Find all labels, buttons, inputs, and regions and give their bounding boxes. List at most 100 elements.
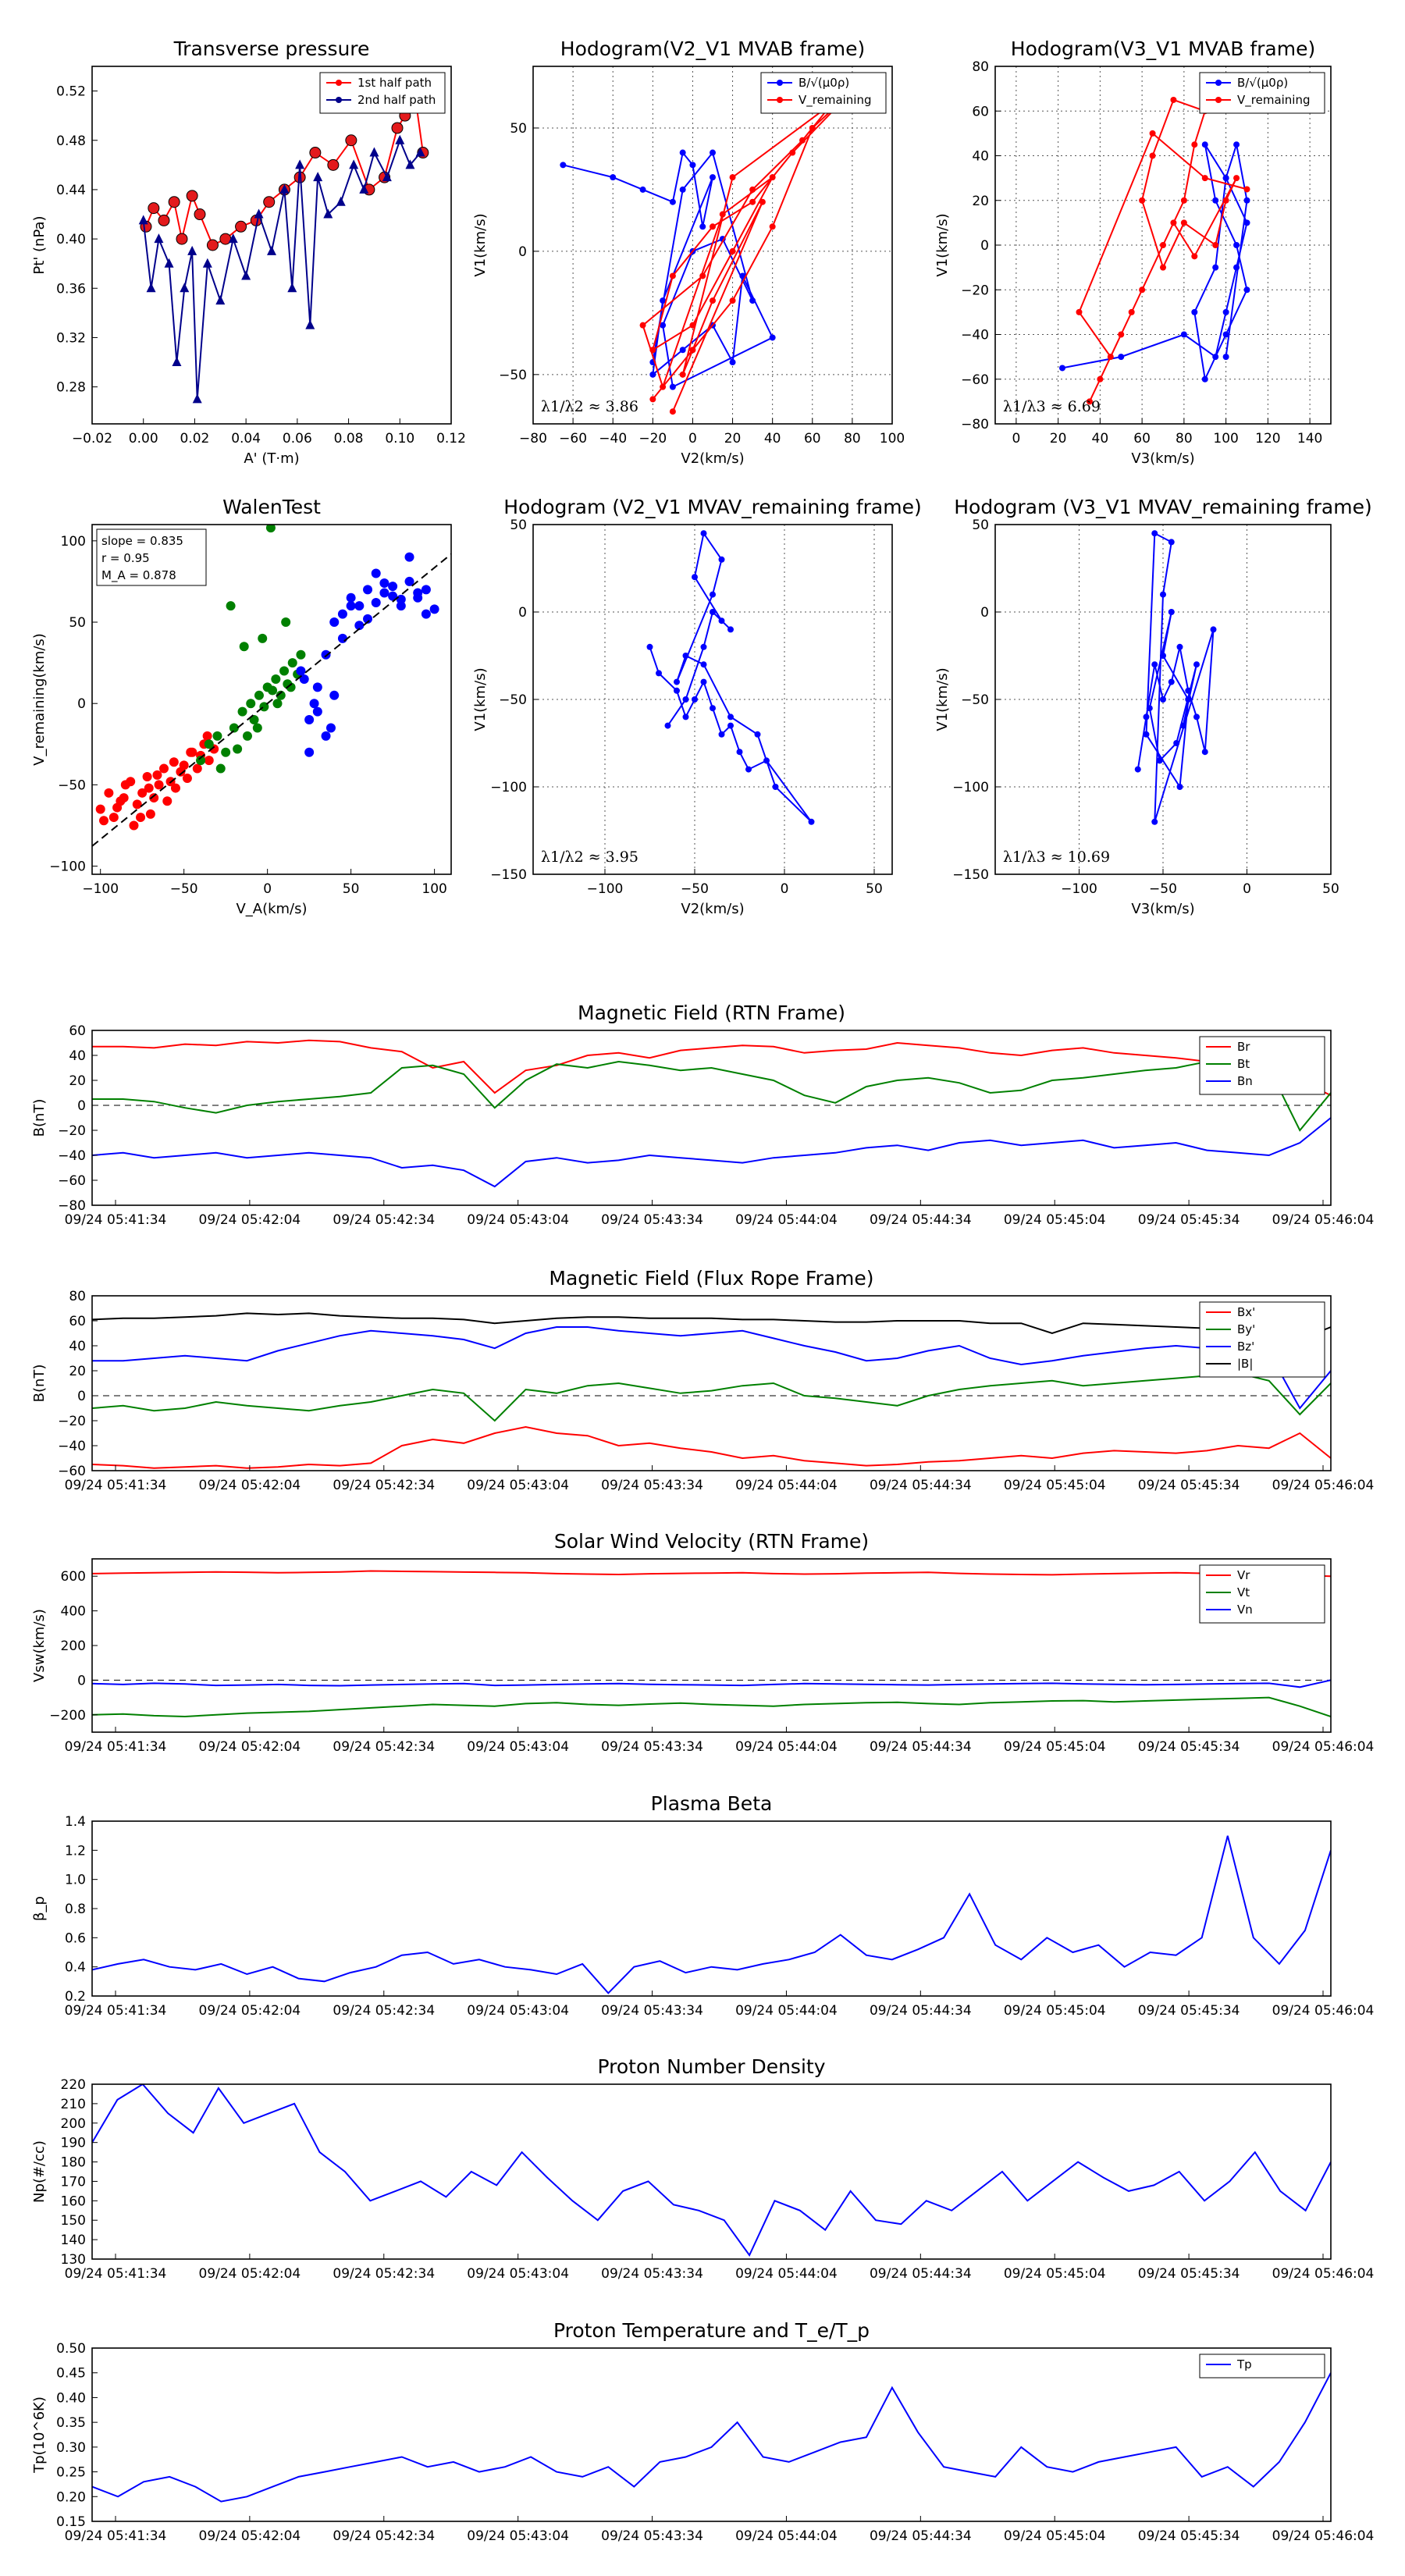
x-tick-label: 60 [1133, 431, 1151, 447]
x-tick-label: 09/24 05:42:34 [333, 1478, 435, 1493]
point [1118, 331, 1125, 338]
point-triangle [172, 357, 182, 367]
chart-title: Hodogram (V2_V1 MVAV_remaining frame) [503, 496, 922, 518]
point-red [170, 783, 180, 793]
point-blue [404, 552, 414, 562]
point [799, 137, 806, 144]
point [1233, 264, 1240, 271]
y-tick-label: 0.20 [56, 2489, 86, 2505]
point-blue [413, 588, 423, 598]
plot-area [1059, 96, 1250, 405]
y-axis-label: B(nT) [31, 1099, 48, 1137]
y-tick-label: 0.6 [65, 1930, 86, 1946]
x-tick-label: 0 [1243, 881, 1251, 897]
x-tick-label: 09/24 05:43:34 [601, 2003, 703, 2019]
plot-area [92, 2084, 1331, 2257]
series-Br [92, 1039, 1331, 1097]
point-green [204, 739, 214, 749]
point-blue [304, 715, 315, 725]
point-blue [296, 666, 306, 676]
x-tick-label: 09/24 05:43:04 [467, 2528, 569, 2544]
y-tick-label: 140 [61, 2233, 86, 2248]
legend-box [760, 72, 887, 114]
point-green [296, 649, 306, 660]
x-tick-label: −50 [170, 881, 198, 897]
x-tick-label: 09/24 05:42:34 [333, 2266, 435, 2282]
x-tick-label: −100 [82, 881, 119, 897]
y-tick-label: 20 [972, 194, 989, 209]
point [1076, 308, 1083, 315]
point-blue [388, 582, 398, 592]
point [206, 239, 219, 251]
y-tick-label: 0.48 [56, 133, 86, 149]
y-tick-label: 40 [69, 1339, 86, 1354]
legend-label: Bn [1237, 1074, 1253, 1088]
chart-title: Proton Temperature and T_e/T_p [553, 2319, 870, 2342]
point [1168, 539, 1175, 546]
point [1149, 152, 1156, 159]
point [1222, 197, 1229, 204]
x-tick-label: 09/24 05:46:04 [1272, 1212, 1375, 1228]
point-triangle [405, 159, 415, 169]
chart-title: Magnetic Field (RTN Frame) [578, 1002, 845, 1024]
point [148, 202, 160, 215]
point-triangle [154, 233, 164, 244]
point [1160, 696, 1166, 703]
chart-ts3: Solar Wind Velocity (RTN Frame) −200 0 200 4… [31, 1530, 1374, 1755]
series-blue [649, 531, 813, 823]
point-red [142, 771, 152, 781]
series-np [92, 2084, 1331, 2257]
y-tick-label: 80 [69, 1289, 86, 1304]
series-By' [92, 1372, 1331, 1422]
point-triangle [287, 283, 297, 293]
point [669, 272, 676, 279]
point [1168, 609, 1175, 615]
point-blue [363, 614, 373, 624]
point-blue [404, 576, 414, 586]
point-blue [337, 609, 347, 619]
series-Vr [92, 1570, 1331, 1578]
y-tick-label: 1.0 [65, 1873, 86, 1888]
y-tick-label: 0 [518, 244, 527, 260]
axes-frame [532, 66, 893, 425]
y-axis-label: V1(km/s) [934, 213, 951, 276]
plot-area [92, 1570, 1331, 1718]
legend-label: Br [1237, 1040, 1250, 1054]
y-tick-label: 1.2 [65, 1843, 86, 1859]
x-tick-label: −50 [1149, 881, 1177, 897]
series-1st half path [145, 94, 424, 247]
point-triangle [349, 159, 359, 169]
point [1151, 530, 1158, 537]
plot-area [92, 2372, 1331, 2503]
point [1212, 264, 1219, 271]
y-axis-label: V1(km/s) [472, 667, 489, 731]
x-tick-label: 09/24 05:42:04 [199, 2003, 301, 2019]
point-red [98, 816, 108, 826]
x-axis-label: V3(km/s) [1131, 901, 1194, 917]
y-tick-label: 0.40 [56, 2390, 86, 2406]
legend-marker [336, 97, 342, 103]
point [682, 713, 689, 720]
point [656, 670, 662, 677]
y-tick-label: −100 [490, 780, 527, 795]
point [679, 186, 686, 193]
point [1210, 626, 1217, 633]
point [1233, 141, 1240, 148]
point [1139, 286, 1146, 294]
x-tick-label: 80 [1176, 431, 1193, 447]
x-tick-label: 09/24 05:43:04 [467, 2266, 569, 2282]
y-tick-label: 0 [980, 238, 989, 254]
x-axis-label: V_A(km/s) [236, 901, 307, 917]
point [1160, 242, 1166, 248]
y-tick-label: −60 [58, 1464, 86, 1479]
x-tick-label: 40 [1092, 431, 1109, 447]
chart-title: Magnetic Field (Flux Rope Frame) [549, 1267, 873, 1290]
point-green [229, 723, 239, 733]
legend-box [1199, 1564, 1325, 1624]
point-blue [329, 690, 340, 700]
point [699, 272, 706, 279]
axes-frame [91, 1558, 1332, 1733]
legend-box [1199, 1036, 1325, 1095]
x-tick-label: 20 [724, 431, 742, 447]
point [749, 297, 756, 304]
